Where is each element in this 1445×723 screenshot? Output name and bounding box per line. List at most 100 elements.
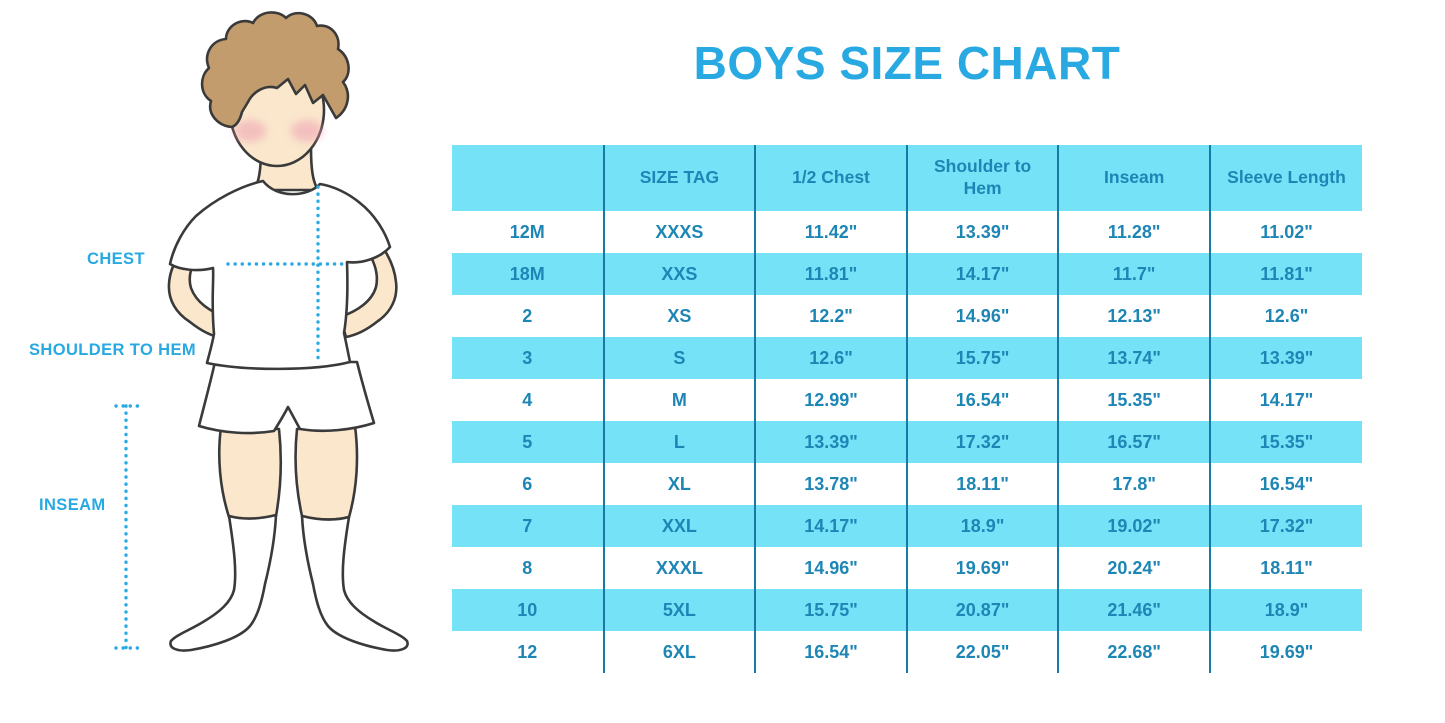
column-header-size-tag: SIZE TAG <box>602 145 756 211</box>
column-header-inseam: Inseam <box>1057 145 1210 211</box>
measurement-cell: 12.2" <box>754 295 907 337</box>
measurement-cell: 16.57" <box>1057 421 1210 463</box>
measurement-cell: 14.96" <box>905 295 1059 337</box>
measurement-cell: 15.35" <box>1208 421 1362 463</box>
size-cell: 12 <box>452 631 604 673</box>
table-row: 2 XS 12.2" 14.96" 12.13" 12.6" <box>452 295 1362 337</box>
measurement-cell: 16.54" <box>754 631 907 673</box>
column-header-half-chest: 1/2 Chest <box>754 145 907 211</box>
measurement-cell: 13.39" <box>754 421 907 463</box>
size-table-body: 12M XXXS 11.42" 13.39" 11.28" 11.02" 18M XXS 11.… <box>452 211 1362 673</box>
measurement-cell: 13.39" <box>1208 337 1362 379</box>
size-cell: 10 <box>452 589 604 631</box>
table-row: 12M XXXS 11.42" 13.39" 11.28" 11.02" <box>452 211 1362 253</box>
measurement-cell: 11.02" <box>1208 211 1362 253</box>
measurement-cell: 17.32" <box>905 421 1059 463</box>
inseam-label: INSEAM <box>39 496 106 514</box>
measurement-cell: 12.13" <box>1057 295 1210 337</box>
boy-sock-right <box>300 514 409 652</box>
measurement-cell: XXXL <box>602 547 756 589</box>
boy-hair <box>200 11 350 129</box>
measurement-cell: 18.11" <box>1208 547 1362 589</box>
measurement-cell: XL <box>602 463 756 505</box>
measurement-cell: 5XL <box>602 589 756 631</box>
table-row: 10 5XL 15.75" 20.87" 21.46" 18.9" <box>452 589 1362 631</box>
shoulder-to-hem-label: SHOULDER TO HEM <box>29 341 197 359</box>
measurement-cell: 21.46" <box>1057 589 1210 631</box>
table-row: 6 XL 13.78" 18.11" 17.8" 16.54" <box>452 463 1362 505</box>
table-row: 4 M 12.99" 16.54" 15.35" 14.17" <box>452 379 1362 421</box>
measurement-cell: 11.81" <box>1208 253 1362 295</box>
boy-cheek-right <box>291 120 323 142</box>
page-title: BOYS SIZE CHART <box>693 37 1121 89</box>
size-cell: 4 <box>452 379 604 421</box>
measurement-cell: XS <box>602 295 756 337</box>
measurement-cell: 14.17" <box>754 505 907 547</box>
measurement-cell: 14.17" <box>905 253 1059 295</box>
measurement-cell: 19.69" <box>1208 631 1362 673</box>
chest-label: CHEST <box>87 250 145 268</box>
measurement-cell: 11.42" <box>754 211 907 253</box>
size-table: SIZE TAG 1/2 Chest Shoulder to Hem Insea… <box>452 145 1362 673</box>
column-header-age <box>452 145 604 211</box>
measurement-cell: 20.24" <box>1057 547 1210 589</box>
measurement-cell: M <box>602 379 756 421</box>
size-cell: 7 <box>452 505 604 547</box>
measurement-cell: 15.75" <box>754 589 907 631</box>
measurement-cell: 22.68" <box>1057 631 1210 673</box>
measurement-cell: 17.32" <box>1208 505 1362 547</box>
measurement-cell: 12.6" <box>754 337 907 379</box>
boy-shorts <box>197 360 376 435</box>
measurement-cell: 18.9" <box>1208 589 1362 631</box>
measurement-cell: 12.6" <box>1208 295 1362 337</box>
measurement-cell: 13.78" <box>754 463 907 505</box>
measurement-cell: S <box>602 337 756 379</box>
measurement-cell: XXXS <box>602 211 756 253</box>
measurement-cell: 18.11" <box>905 463 1059 505</box>
measurement-cell: 19.02" <box>1057 505 1210 547</box>
measurement-cell: 14.96" <box>754 547 907 589</box>
boy-illustration <box>114 11 409 652</box>
measurement-cell: 16.54" <box>905 379 1059 421</box>
measurement-cell: 15.75" <box>905 337 1059 379</box>
table-row: 8 XXXL 14.96" 19.69" 20.24" 18.11" <box>452 547 1362 589</box>
size-table-head: SIZE TAG 1/2 Chest Shoulder to Hem Insea… <box>452 145 1362 211</box>
measurement-cell: 16.54" <box>1208 463 1362 505</box>
measurement-cell: 6XL <box>602 631 756 673</box>
measurement-cell: 12.99" <box>754 379 907 421</box>
size-cell: 18M <box>452 253 604 295</box>
size-cell: 12M <box>452 211 604 253</box>
measurement-cell: 18.9" <box>905 505 1059 547</box>
table-row: 3 S 12.6" 15.75" 13.74" 13.39" <box>452 337 1362 379</box>
boy-leg-right <box>294 424 359 521</box>
measurement-cell: 17.8" <box>1057 463 1210 505</box>
table-row: 5 L 13.39" 17.32" 16.57" 15.35" <box>452 421 1362 463</box>
table-header-row: SIZE TAG 1/2 Chest Shoulder to Hem Insea… <box>452 145 1362 211</box>
size-cell: 6 <box>452 463 604 505</box>
measurement-cell: 11.7" <box>1057 253 1210 295</box>
measurement-cell: 22.05" <box>905 631 1059 673</box>
measurement-cell: 13.74" <box>1057 337 1210 379</box>
measurement-cell: 14.17" <box>1208 379 1362 421</box>
size-cell: 5 <box>452 421 604 463</box>
measurement-cell: XXL <box>602 505 756 547</box>
measurement-cell: XXS <box>602 253 756 295</box>
measurement-cell: 15.35" <box>1057 379 1210 421</box>
column-header-sleeve-length: Sleeve Length <box>1208 145 1362 211</box>
size-cell: 8 <box>452 547 604 589</box>
size-cell: 2 <box>452 295 604 337</box>
measurement-cell: 20.87" <box>905 589 1059 631</box>
measurement-figure: CHEST SHOULDER TO HEM INSEAM <box>0 0 450 723</box>
size-cell: 3 <box>452 337 604 379</box>
boy-shirt <box>168 179 392 371</box>
measurement-cell: 11.28" <box>1057 211 1210 253</box>
measurement-cell: 11.81" <box>754 253 907 295</box>
measurement-cell: 13.39" <box>905 211 1059 253</box>
measurement-cell: L <box>602 421 756 463</box>
table-row: 12 6XL 16.54" 22.05" 22.68" 19.69" <box>452 631 1362 673</box>
measurement-cell: 19.69" <box>905 547 1059 589</box>
boy-cheek-left <box>234 120 266 142</box>
boy-leg-left <box>217 425 282 521</box>
table-row: 7 XXL 14.17" 18.9" 19.02" 17.32" <box>452 505 1362 547</box>
